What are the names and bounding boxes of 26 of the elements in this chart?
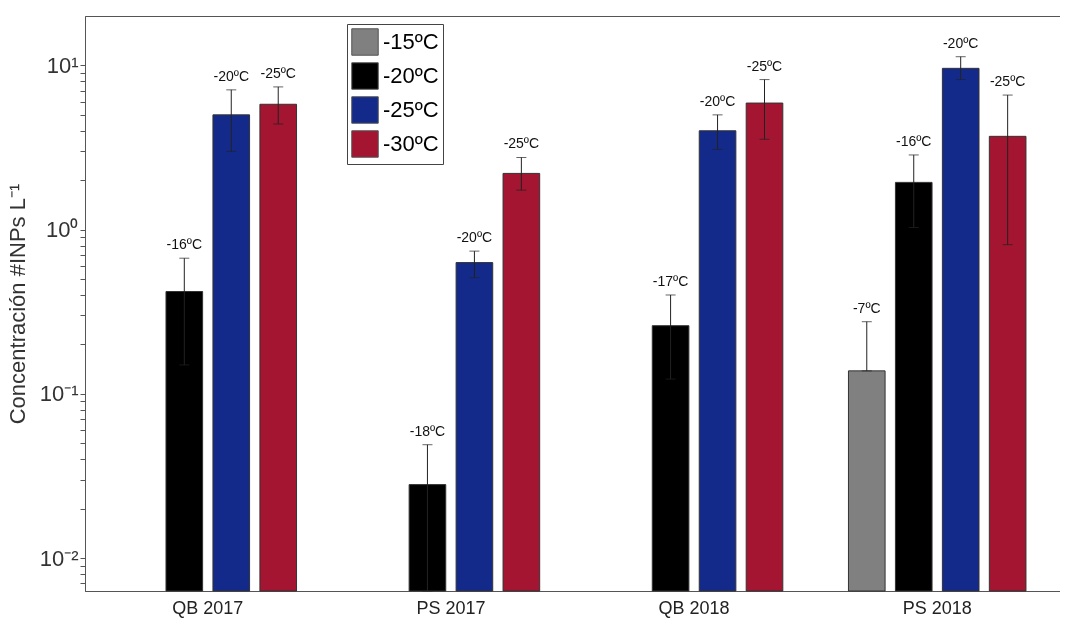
legend-label: -25ºC — [383, 97, 439, 122]
y-axis-title: Concentración #INPs L⁻¹ — [4, 183, 30, 425]
annotation: -16ºC — [896, 132, 932, 149]
legend-label: -15ºC — [383, 29, 439, 54]
annotation: -7ºC — [852, 299, 881, 316]
annotation: -18ºC — [409, 422, 446, 439]
annotation: -17ºC — [652, 272, 689, 289]
x-tick-label: PS 2018 — [902, 597, 972, 618]
annotation: -20ºC — [699, 92, 736, 109]
annotation: -16ºC — [166, 236, 203, 253]
x-tick-label: PS 2017 — [416, 597, 486, 618]
legend-label: -30ºC — [383, 131, 439, 156]
y-tick-label: 10⁻² — [39, 545, 79, 571]
x-tick-label: QB 2018 — [658, 597, 730, 618]
annotation: -25ºC — [503, 135, 540, 152]
y-tick-label: 10⁰ — [46, 217, 79, 243]
annotation: -20ºC — [942, 34, 979, 51]
x-tick-label: QB 2017 — [172, 597, 244, 618]
annotation: -25ºC — [746, 57, 783, 74]
annotation: -20ºC — [213, 67, 249, 84]
annotation: -25ºC — [260, 64, 296, 81]
annotation: -25ºC — [989, 73, 1026, 90]
y-tick-label: 10⁻¹ — [39, 381, 79, 407]
legend-label: -20ºC — [383, 63, 439, 88]
annotation: -20ºC — [456, 229, 493, 246]
y-tick-label: 10¹ — [46, 52, 79, 78]
